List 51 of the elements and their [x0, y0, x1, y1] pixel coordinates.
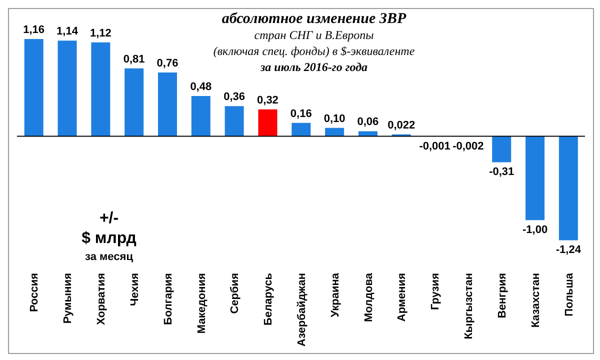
- x-tick-label: Россия: [28, 273, 41, 312]
- bar: [191, 96, 210, 136]
- x-tick-label: Болгария: [162, 273, 174, 325]
- x-tick-label: Чехия: [128, 273, 141, 306]
- bar: [224, 106, 244, 136]
- x-tick-label: Македония: [196, 273, 208, 334]
- x-tick-label: Румыния: [62, 273, 74, 324]
- data-label: 0,16: [290, 108, 312, 120]
- data-label: -0,31: [489, 166, 514, 178]
- x-tick-label: Украина: [329, 272, 342, 318]
- data-label: 0,81: [123, 53, 145, 66]
- x-tick-label: Армения: [396, 273, 408, 322]
- bar: [325, 128, 344, 136]
- bar: [91, 42, 110, 136]
- bar: [526, 136, 545, 220]
- x-tick-label: Сербия: [229, 273, 242, 314]
- bar: [258, 109, 278, 136]
- x-tick-label: Казахстан: [530, 273, 542, 328]
- annotation: +/- $ млрд за месяц: [80, 209, 138, 265]
- x-tick-label: Грузия: [430, 273, 442, 310]
- data-label: -0,002: [452, 140, 484, 152]
- bar: [558, 136, 578, 240]
- x-tick-label: Венгрия: [496, 273, 508, 318]
- data-label: 0,36: [224, 91, 246, 104]
- bar: [492, 136, 512, 162]
- chart-subtitle: стран СНГ и В.Европы (включая спец. фонды) в $-эквиваленте за июль 2016-го года: [212, 27, 416, 75]
- data-label: 1,14: [56, 26, 79, 38]
- data-label: -1,24: [556, 244, 582, 256]
- data-label: 0,10: [324, 112, 346, 125]
- x-tick-label: Молдова: [362, 272, 375, 322]
- data-label: 0,76: [156, 58, 178, 70]
- data-label: -1,00: [522, 224, 548, 236]
- bar: [158, 72, 177, 136]
- x-tick-label: Польша: [563, 272, 576, 316]
- data-label: 0,32: [257, 94, 278, 106]
- data-label: -0,001: [419, 140, 450, 152]
- bar: [358, 131, 378, 136]
- data-label: 1,16: [23, 24, 45, 36]
- data-label: 0,48: [190, 81, 212, 94]
- x-tick-label: Хорватия: [96, 273, 108, 325]
- bar: [124, 68, 144, 136]
- x-tick-label: Азербайджан: [296, 273, 308, 346]
- bar: [292, 122, 311, 136]
- bar: [58, 40, 77, 136]
- x-tick-label: Кыргызстан: [463, 273, 476, 340]
- chart-title: абсолютное изменение ЗВР: [220, 11, 408, 27]
- data-label: 0,06: [357, 116, 379, 128]
- bar: [24, 39, 44, 136]
- x-tick-label: Беларусь: [262, 272, 275, 326]
- data-label: 0,022: [388, 119, 416, 132]
- data-label: 1,12: [90, 27, 112, 40]
